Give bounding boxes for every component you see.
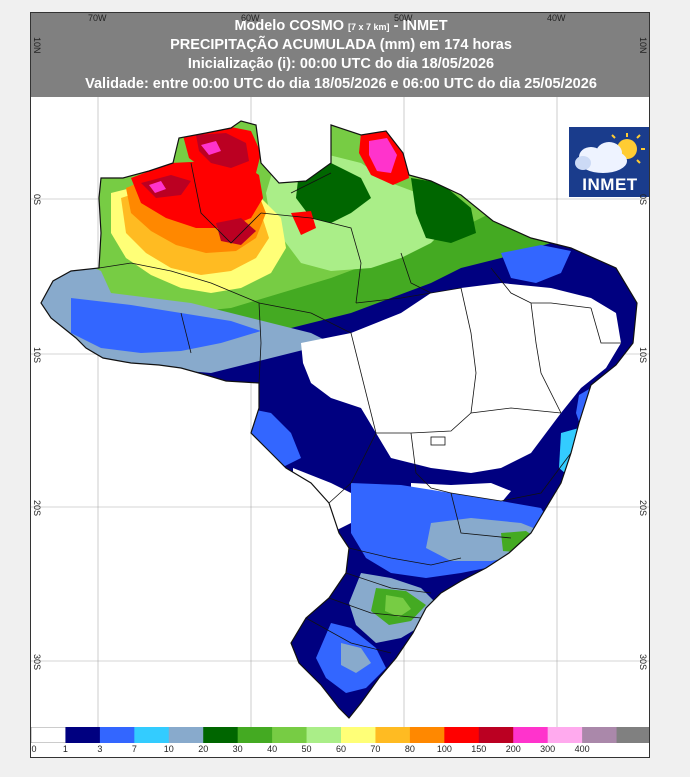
lat-tick-label: 20S [638,500,648,517]
lat-tick-label: 10N [638,37,648,54]
legend-label: 10 [163,744,174,754]
legend-label: 20 [198,744,209,754]
legend-label: 300 [540,744,556,754]
lat-tick-label: 30S [32,654,42,671]
lat-tick-label: 10S [638,347,648,364]
legend-swatch [444,727,480,743]
precipitation-map [31,42,649,727]
map-header: Modelo COSMO [7 x 7 km] - INMET PRECIPIT… [31,13,649,97]
legend-swatch [306,727,342,743]
legend-swatch [582,727,618,743]
lat-tick-label: 10N [32,37,42,54]
brazil-outline [40,120,638,719]
legend-label: 200 [505,744,521,754]
lon-tick-label: 70W [88,13,107,23]
legend-swatch [272,727,308,743]
lat-tick-label: 10S [32,347,42,364]
lon-tick-label: 60W [241,13,260,23]
legend-swatch [134,727,170,743]
legend-label: 30 [232,744,243,754]
lat-tick-label: 0S [638,194,648,206]
legend [31,727,649,757]
inmet-logo: INMET [569,127,649,197]
legend-swatch [65,727,101,743]
legend-label: 50 [301,744,312,754]
lat-tick-label: 30S [638,654,648,671]
state-borders [98,162,621,654]
legend-swatch [513,727,549,743]
legend-label: 80 [404,744,415,754]
header-line-title: PRECIPITAÇÃO ACUMULADA (mm) em 174 horas [170,37,512,53]
legend-swatch [31,727,67,743]
header-line-model: Modelo COSMO [7 x 7 km] - INMET [234,18,448,34]
lat-tick-label: 20S [32,500,42,517]
legend-label: 1 [62,744,68,754]
lon-tick-label: 50W [394,13,413,23]
legend-swatch [375,727,411,743]
legend-swatch [547,727,583,743]
legend-label: 60 [335,744,347,754]
legend-label: 100 [436,744,452,754]
legend-label: 40 [267,744,278,754]
legend-swatch [99,727,135,743]
legend-swatch [341,727,376,743]
lat-tick-label: 0S [32,194,42,206]
header-line-validity: Validade: entre 00:00 UTC do dia 18/05/2… [85,76,597,92]
map-frame: Modelo COSMO [7 x 7 km] - INMET PRECIPIT… [30,12,650,758]
lon-tick-label: 40W [547,13,566,23]
legend-label: 150 [471,744,487,754]
logo-text: INMET [582,175,638,194]
legend-color-bar [31,727,649,743]
legend-swatch [237,727,273,743]
legend-swatch [616,727,649,743]
header-line-init: Inicialização (i): 00:00 UTC do dia 18/0… [187,56,495,72]
legend-swatch [168,727,204,743]
legend-swatch [409,727,445,743]
legend-swatch [203,727,239,743]
legend-label: 0 [31,744,37,754]
legend-label: 400 [574,744,590,754]
legend-label: 7 [131,744,137,754]
legend-swatch [478,727,514,743]
cloud-sun-icon [575,133,645,173]
legend-label: 3 [97,744,103,754]
legend-label: 70 [370,744,381,754]
